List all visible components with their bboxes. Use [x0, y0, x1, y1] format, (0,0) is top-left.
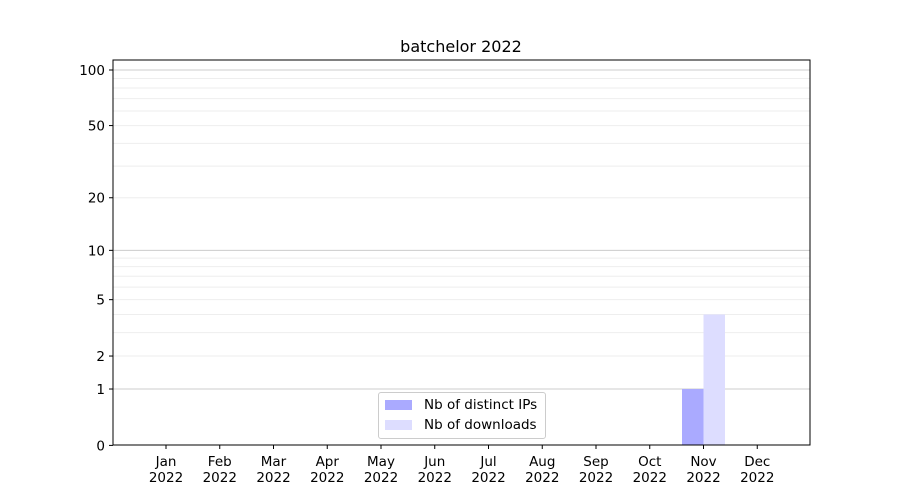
x-tick-label: Jun 2022: [418, 454, 452, 486]
legend-swatch-downloads: [385, 420, 412, 430]
legend-label: Nb of distinct IPs: [424, 397, 538, 413]
y-tick-label: 100: [79, 63, 105, 79]
legend-item-downloads: Nb of downloads: [385, 416, 537, 434]
bar-distinct-ips: [682, 389, 704, 446]
y-tick-label: 20: [88, 191, 105, 207]
x-tick-label: Aug 2022: [525, 454, 559, 486]
legend-item-distinct-ips: Nb of distinct IPs: [385, 396, 537, 414]
legend-label: Nb of downloads: [424, 417, 537, 433]
y-tick-label: 50: [88, 119, 105, 135]
y-tick-label: 10: [88, 243, 105, 259]
y-tick-label: 1: [96, 382, 105, 398]
x-tick-label: Mar 2022: [256, 454, 290, 486]
y-tick-label: 2: [96, 349, 105, 365]
x-tick-label: Feb 2022: [203, 454, 237, 486]
x-tick-label: Sep 2022: [579, 454, 613, 486]
x-tick-label: Jan 2022: [149, 454, 183, 486]
legend-swatch-distinct-ips: [385, 400, 412, 410]
y-tick-label: 5: [96, 293, 105, 309]
bar-downloads: [703, 314, 725, 446]
x-tick-label: Dec 2022: [740, 454, 774, 486]
x-tick-label: Oct 2022: [633, 454, 667, 486]
legend: Nb of distinct IPs Nb of downloads: [378, 392, 546, 439]
x-tick-label: May 2022: [364, 454, 398, 486]
x-tick-label: Jul 2022: [471, 454, 505, 486]
x-tick-label: Apr 2022: [310, 454, 344, 486]
y-tick-label: 0: [96, 438, 105, 454]
x-tick-label: Nov 2022: [686, 454, 720, 486]
axes-frame: [112, 59, 811, 446]
chart-title: batchelor 2022: [400, 37, 522, 56]
